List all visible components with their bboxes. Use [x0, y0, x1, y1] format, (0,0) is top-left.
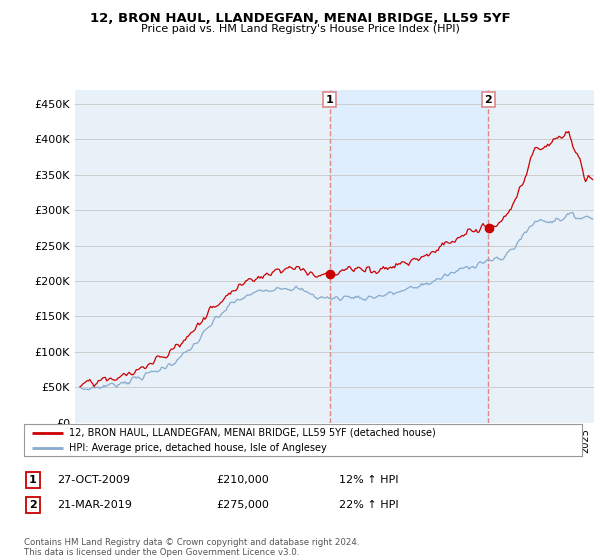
Bar [330, 90, 488, 423]
Text: 12, BRON HAUL, LLANDEGFAN, MENAI BRIDGE, LL59 5YF: 12, BRON HAUL, LLANDEGFAN, MENAI BRIDGE,… [89, 12, 511, 25]
Text: Price paid vs. HM Land Registry's House Price Index (HPI): Price paid vs. HM Land Registry's House … [140, 24, 460, 34]
Text: 22% ↑ HPI: 22% ↑ HPI [339, 500, 398, 510]
Text: 1: 1 [326, 95, 334, 105]
Text: 1: 1 [29, 475, 37, 485]
Text: £210,000: £210,000 [216, 475, 269, 485]
Text: 12% ↑ HPI: 12% ↑ HPI [339, 475, 398, 485]
Text: 21-MAR-2019: 21-MAR-2019 [57, 500, 132, 510]
Text: HPI: Average price, detached house, Isle of Anglesey: HPI: Average price, detached house, Isle… [68, 444, 326, 453]
Text: 12, BRON HAUL, LLANDEGFAN, MENAI BRIDGE, LL59 5YF (detached house): 12, BRON HAUL, LLANDEGFAN, MENAI BRIDGE,… [68, 428, 436, 438]
Text: 2: 2 [29, 500, 37, 510]
Text: 2: 2 [484, 95, 492, 105]
Text: £275,000: £275,000 [216, 500, 269, 510]
Text: 27-OCT-2009: 27-OCT-2009 [57, 475, 130, 485]
Text: Contains HM Land Registry data © Crown copyright and database right 2024.
This d: Contains HM Land Registry data © Crown c… [24, 538, 359, 557]
